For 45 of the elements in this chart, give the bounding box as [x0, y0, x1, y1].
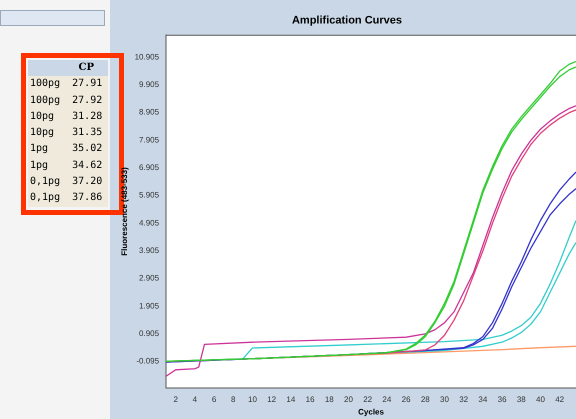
- x-tick-label: 16: [306, 394, 316, 404]
- x-tick-label: 40: [536, 394, 546, 404]
- text: 0,1pg 37.20: [29, 175, 104, 190]
- y-tick-label: 8.905: [139, 108, 160, 117]
- y-tick-label: 10.905: [134, 52, 160, 62]
- y-tick-label: 9.905: [139, 80, 160, 90]
- text: 10pg 31.28: [29, 110, 104, 124]
- y-tick-label: 1.905: [139, 301, 160, 310]
- text: 1pg 34.62: [29, 158, 104, 173]
- text: 100pg 27.92: [29, 94, 104, 108]
- text: 0,1pg 37.86: [29, 191, 104, 206]
- y-tick-label: 6.905: [139, 163, 160, 172]
- y-tick-label: 3.905: [139, 246, 160, 255]
- x-tick-label: 4: [192, 394, 198, 404]
- x-tick-label: 18: [324, 394, 334, 404]
- x-axis-title: Cycles: [358, 407, 384, 416]
- x-tick-label: 10: [248, 394, 258, 404]
- x-tick-label: 38: [516, 394, 526, 404]
- x-tick-label: 42: [555, 394, 565, 404]
- chart-title: Amplification Curves: [292, 14, 402, 27]
- text: CP: [28, 60, 108, 76]
- y-tick-label: 5.905: [139, 190, 160, 200]
- text: 10pg 31.35: [29, 126, 104, 140]
- x-tick-label: 8: [231, 394, 236, 404]
- y-tick-label: -0.095: [136, 356, 160, 366]
- y-tick-label: 0.905: [139, 328, 160, 338]
- y-axis-title: Fluorescence (483-533): [120, 166, 130, 256]
- x-tick-label: 36: [498, 394, 508, 404]
- x-tick-label: 24: [382, 394, 392, 404]
- x-tick-label: 12: [267, 394, 277, 404]
- x-tick-label: 28: [420, 394, 430, 404]
- y-tick-label: 7.905: [139, 135, 160, 144]
- text: 1pg 35.02: [29, 142, 104, 156]
- x-tick-label: 32: [459, 394, 469, 404]
- x-tick-label: 2: [173, 394, 178, 404]
- y-tick-label: 4.905: [139, 218, 160, 228]
- x-tick-label: 6: [212, 394, 217, 404]
- x-tick-label: 14: [286, 394, 296, 404]
- x-tick-label: 22: [363, 394, 373, 404]
- y-tick-label: 2.905: [139, 274, 160, 283]
- text: 100pg 27.91: [29, 77, 104, 92]
- x-tick-label: 20: [344, 394, 354, 404]
- x-tick-label: 34: [478, 394, 488, 404]
- x-tick-label: 30: [440, 394, 450, 404]
- x-tick-label: 26: [402, 394, 412, 404]
